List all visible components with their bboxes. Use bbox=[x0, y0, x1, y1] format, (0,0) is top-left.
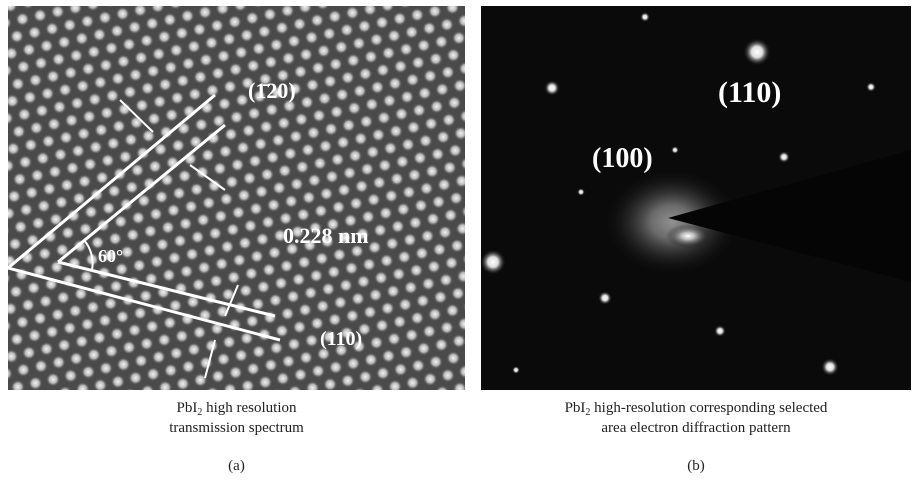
annotation: (110) bbox=[718, 76, 781, 109]
annotation: (110) bbox=[320, 328, 362, 350]
caption: PbI2 high resolution transmission spectr… bbox=[8, 398, 465, 438]
caption-line: PbI2 high resolution bbox=[8, 398, 465, 418]
caption-text: high resolution bbox=[202, 400, 296, 416]
caption-text: PbI bbox=[176, 400, 197, 416]
panel-a-image: (1̄20) 0.228 nm 60° (110) bbox=[8, 6, 465, 390]
caption-text: PbI bbox=[565, 400, 586, 416]
caption-line: PbI2 high-resolution corresponding selec… bbox=[481, 398, 911, 418]
annotation: 0.228 nm bbox=[283, 223, 369, 248]
caption: PbI2 high-resolution corresponding selec… bbox=[481, 398, 911, 438]
panel-b-image: (110) (100) bbox=[480, 6, 911, 390]
annotation: (100) bbox=[592, 143, 653, 174]
annotation: 60° bbox=[98, 246, 123, 266]
annotation: (1̄20) bbox=[248, 78, 296, 103]
panel-label: (a) bbox=[8, 458, 465, 475]
caption-text: high-resolution corresponding selected bbox=[590, 400, 827, 416]
page: {"panels": [ {"annotations": ["(1̄20)", … bbox=[0, 0, 918, 487]
caption-line: transmission spectrum bbox=[8, 418, 465, 438]
caption-line: area electron diffraction pattern bbox=[481, 418, 911, 438]
panel-label: (b) bbox=[481, 458, 911, 475]
